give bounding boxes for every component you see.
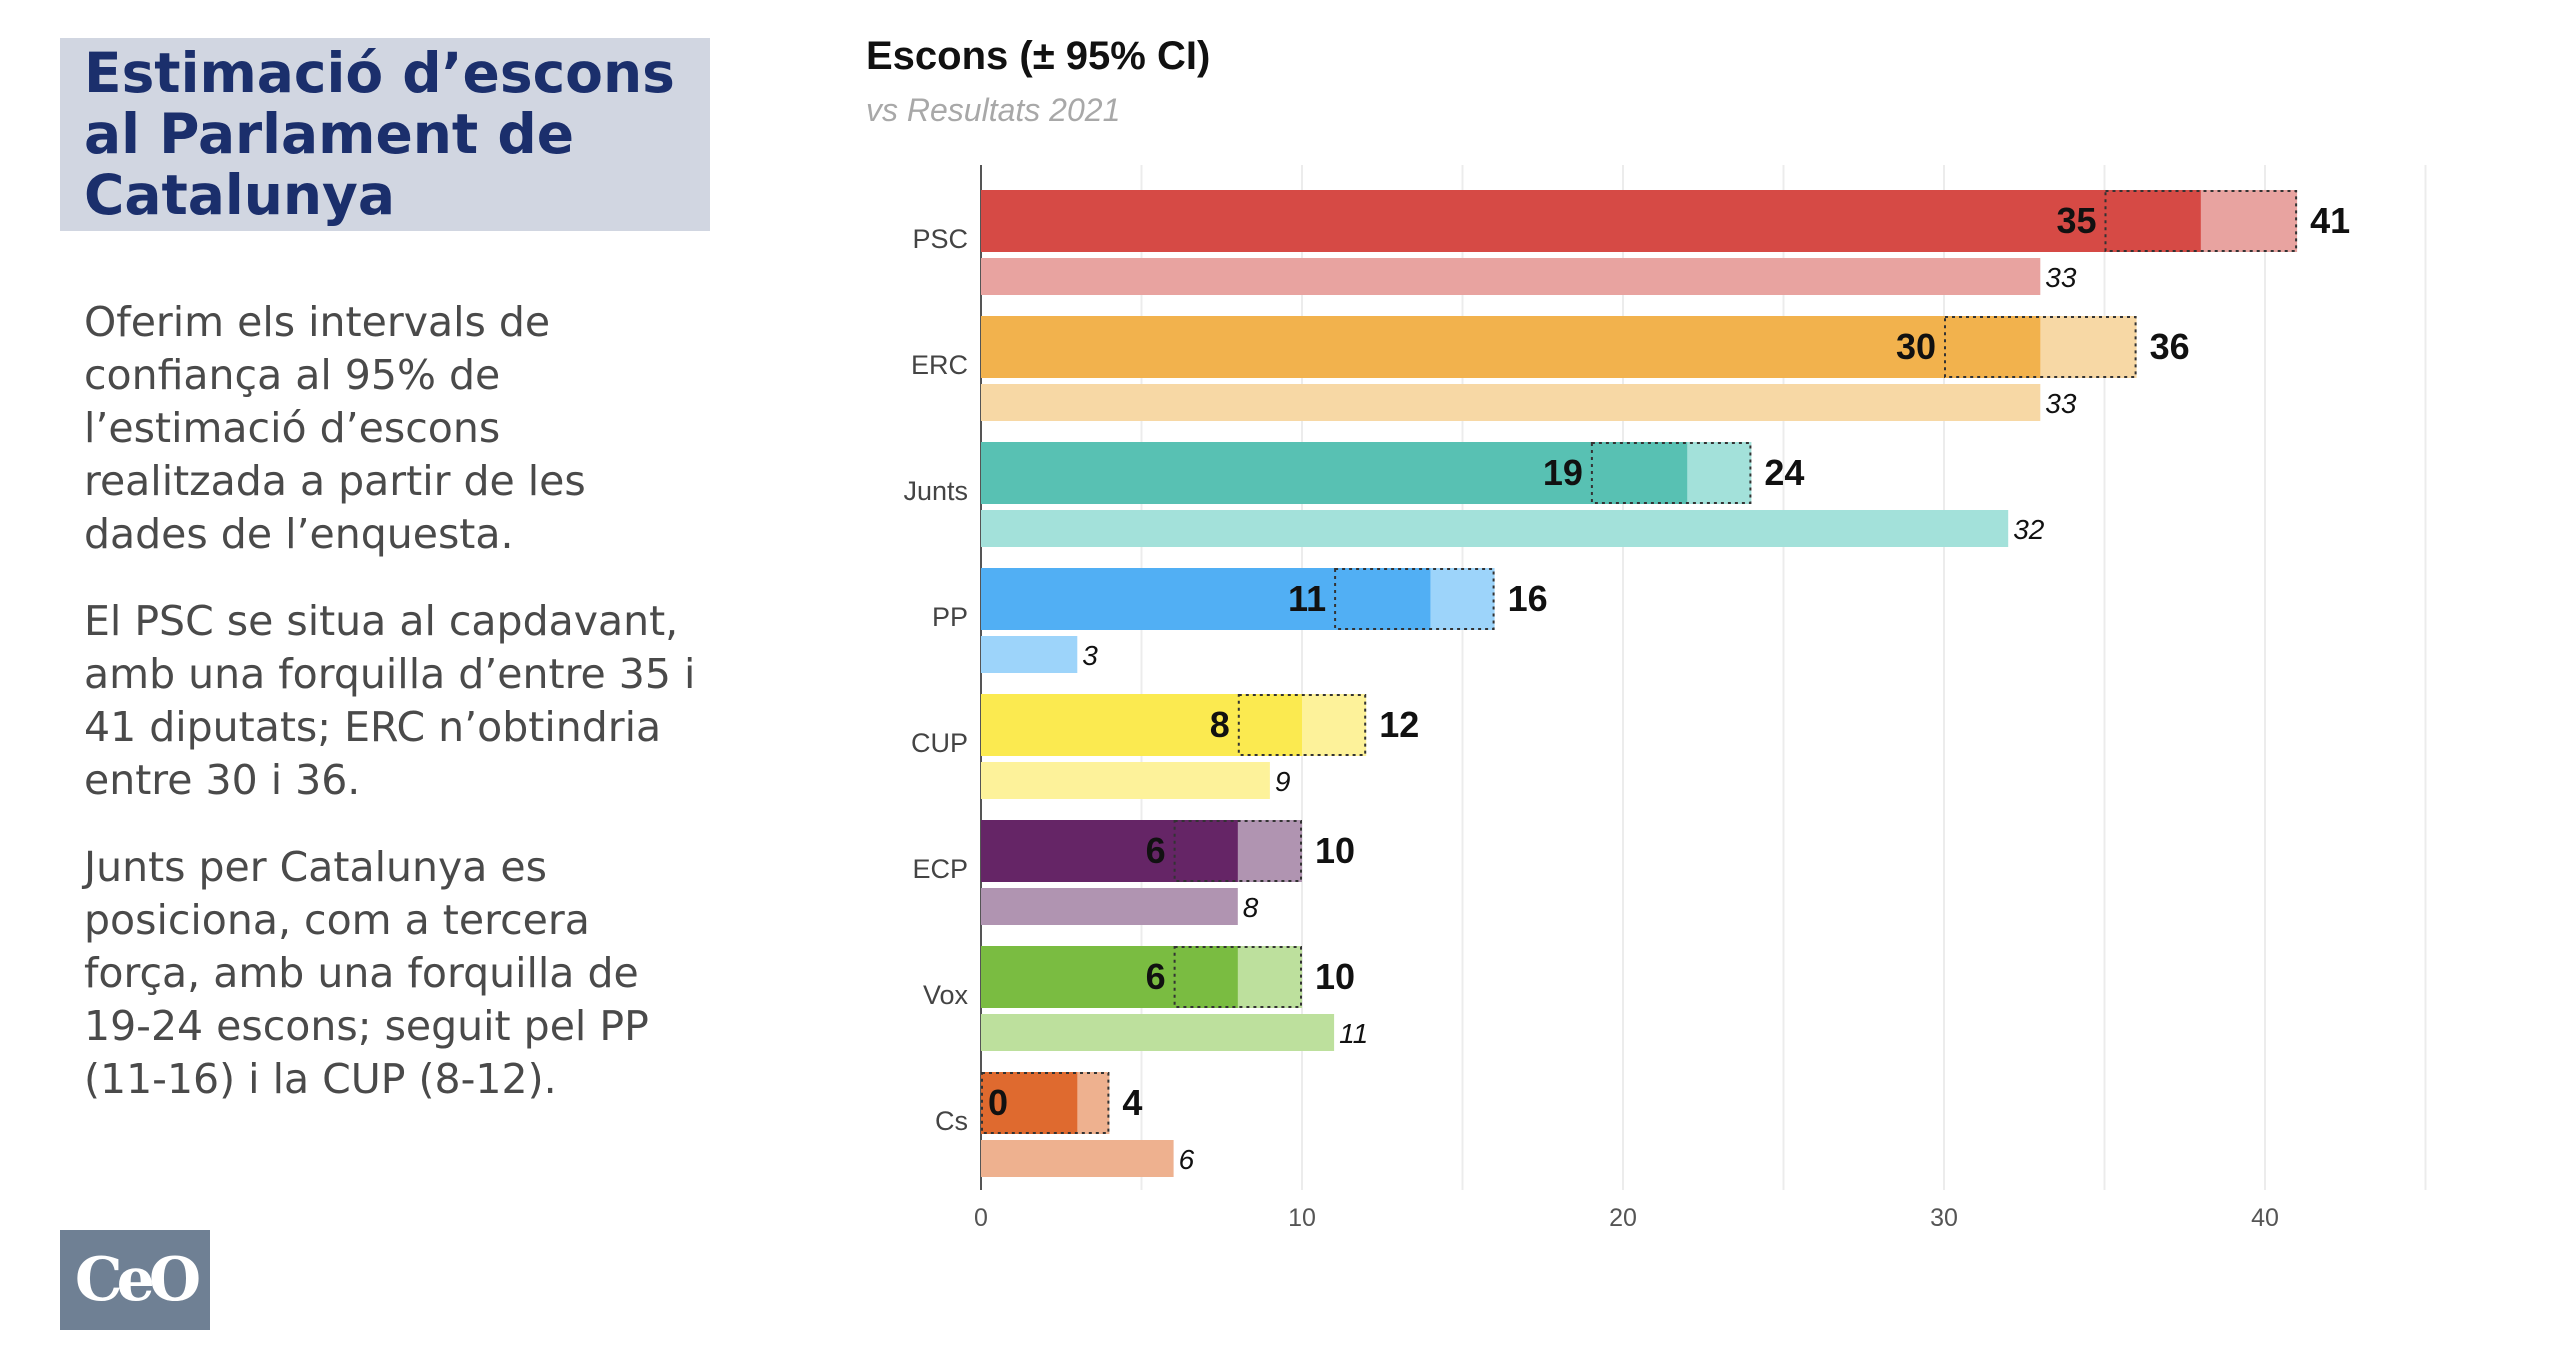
category-label: PSC: [912, 224, 968, 254]
result-2021-bar: [981, 762, 1270, 799]
category-label: CUP: [911, 728, 968, 758]
ci-range-box: [2104, 190, 2298, 252]
ci-low-label: 6: [1146, 956, 1166, 997]
ci-high-label: 24: [1764, 452, 1804, 493]
title-box: Estimació d’escons al Parlament de Catal…: [60, 38, 710, 231]
ci-range-box: [1944, 316, 2137, 378]
estimate-bar: [981, 946, 1238, 1008]
result-2021-label: 6: [1179, 1144, 1195, 1175]
category-label: PP: [932, 602, 968, 632]
ci-range-box: [1173, 820, 1302, 882]
result-2021-label: 9: [1275, 766, 1291, 797]
ci-low-label: 0: [988, 1082, 1008, 1123]
estimate-bar: [981, 190, 2201, 252]
paragraph-intro: Oferim els intervals de confiança al 95%…: [84, 298, 586, 558]
category-label: Vox: [923, 980, 969, 1010]
ci-high-label: 10: [1315, 830, 1355, 871]
ci-range-box: [1237, 694, 1367, 756]
x-tick-label: 0: [974, 1204, 988, 1232]
paragraph-others: Junts per Catalunya es posiciona, com a …: [84, 843, 649, 1103]
ci-range-box: [1334, 568, 1495, 630]
ci-range-box: [981, 1072, 1110, 1134]
ci-high-label: 36: [2150, 326, 2190, 367]
description: Oferim els intervals de confiança al 95%…: [84, 296, 724, 1140]
x-tick-label: 10: [1288, 1204, 1316, 1232]
result-2021-label: 33: [2045, 262, 2077, 293]
result-2021-label: 3: [1082, 640, 1098, 671]
result-2021-bar: [981, 1014, 1335, 1051]
result-2021-bar: [981, 888, 1238, 925]
page-title: Estimació d’escons al Parlament de Catal…: [84, 41, 675, 227]
category-label: ERC: [911, 350, 968, 380]
estimate-bar: [981, 442, 1688, 504]
estimate-bar: [981, 820, 1238, 882]
category-label: ECP: [912, 854, 968, 884]
estimate-bar: [981, 1072, 1078, 1134]
result-2021-bar: [981, 384, 2041, 421]
chart-title: Escons (± 95% CI): [866, 34, 1211, 78]
paragraph-psc-erc: El PSC se situa al capdavant, amb una fo…: [84, 597, 696, 804]
ci-low-label: 35: [2056, 200, 2096, 241]
ceo-logo: CeO: [60, 1230, 210, 1330]
category-label: Junts: [903, 476, 968, 506]
x-tick-label: 20: [1609, 1204, 1637, 1232]
result-2021-bar: [981, 1140, 1174, 1177]
result-2021-label: 11: [1339, 1018, 1368, 1049]
ci-range-box: [1590, 442, 1752, 504]
result-2021-label: 32: [2013, 514, 2045, 545]
ci-low-label: 8: [1210, 704, 1230, 745]
ci-high-label: 4: [1122, 1082, 1142, 1123]
x-tick-label: 40: [2251, 1204, 2279, 1232]
result-2021-bar: [981, 636, 1078, 673]
ci-low-label: 11: [1288, 578, 1326, 619]
result-2021-bar: [981, 258, 2041, 295]
ci-high-label: 12: [1379, 704, 1419, 745]
chart-subtitle: vs Resultats 2021: [866, 92, 1121, 128]
category-label: Cs: [935, 1106, 968, 1136]
estimate-bar: [981, 568, 1431, 630]
result-2021-label: 33: [2045, 388, 2077, 419]
ci-low-label: 6: [1146, 830, 1166, 871]
ci-range-box: [1173, 946, 1302, 1008]
x-tick-label: 30: [1930, 1204, 1958, 1232]
ci-high-label: 16: [1508, 578, 1548, 619]
logo-text: CeO: [74, 1245, 201, 1315]
estimate-bar: [981, 694, 1302, 756]
estimate-bar: [981, 316, 2041, 378]
ci-high-label: 10: [1315, 956, 1355, 997]
result-2021-label: 8: [1243, 892, 1259, 923]
ci-high-label: 41: [2310, 200, 2350, 241]
ci-low-label: 19: [1543, 452, 1583, 493]
ci-low-label: 30: [1896, 326, 1936, 367]
result-2021-bar: [981, 510, 2009, 547]
